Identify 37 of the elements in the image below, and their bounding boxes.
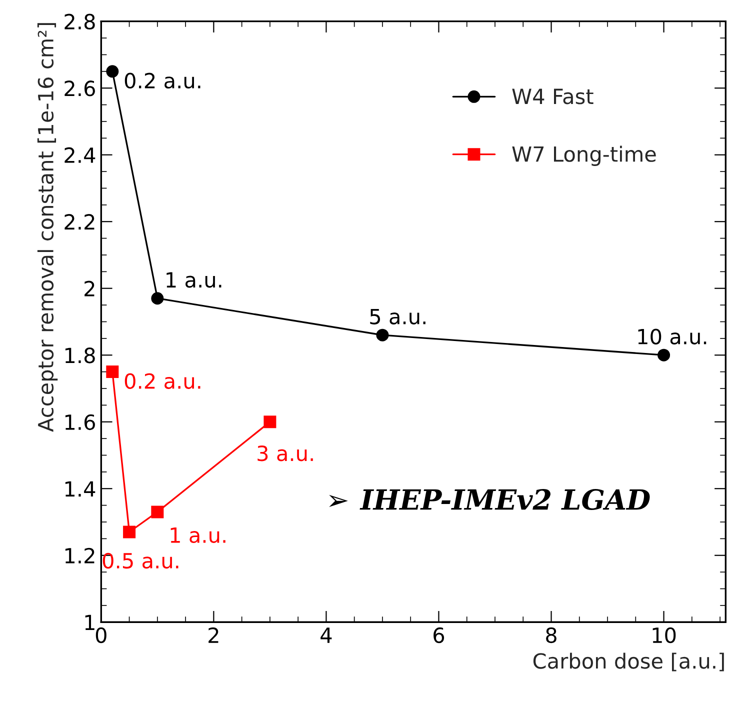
annotation: 5 a.u. [370, 308, 426, 324]
y-tick-label: 2.8 [64, 14, 95, 30]
point [151, 292, 164, 305]
x-tick-label: 2 [208, 627, 218, 643]
annotation: 3 a.u. [258, 445, 313, 462]
point [264, 416, 276, 428]
y-tick-label: 1 [85, 614, 94, 630]
x-tick-label: 6 [434, 627, 444, 644]
x-axis-title: Carbon dose [a.u.] [533, 652, 724, 672]
y-tick-label: 1.4 [65, 481, 96, 497]
point [106, 65, 119, 78]
y-tick-label: 2.2 [64, 214, 94, 230]
point [151, 506, 164, 518]
y-tick-label: 2.4 [64, 147, 96, 163]
annotation: ➢ IHEP-IMEv2 LGAD [329, 489, 650, 510]
x-tick-label: 0 [96, 627, 106, 644]
annotation: 0.2 a.u. [124, 373, 200, 389]
y-axis-title: Acceptor removal constant [1e-16 cm²] [37, 23, 58, 432]
legend-label: W7 Long-time [512, 146, 656, 166]
y-tick-label: 2.6 [64, 80, 95, 96]
y-tick-label: 2 [84, 280, 94, 296]
x-tick-label: 4 [320, 628, 332, 643]
y-tick-label: 1.2 [65, 548, 94, 564]
x-tick-label: 10 [652, 627, 676, 644]
point [658, 348, 670, 362]
annotation: 10 a.u. [638, 328, 706, 344]
x-tick-label: 8 [546, 627, 556, 644]
legend-label: W4 Fast [512, 88, 594, 104]
annotation: 0.5 a.u. [102, 552, 178, 569]
annotation: 1 a.u. [170, 528, 226, 544]
annotation: 1 a.u. [166, 272, 222, 288]
point [106, 366, 119, 378]
y-tick-label: 1.8 [65, 348, 95, 364]
point [376, 328, 389, 342]
annotation: 0.2 a.u. [124, 72, 200, 89]
y-tick-label: 1.6 [65, 414, 95, 430]
point [123, 526, 136, 538]
